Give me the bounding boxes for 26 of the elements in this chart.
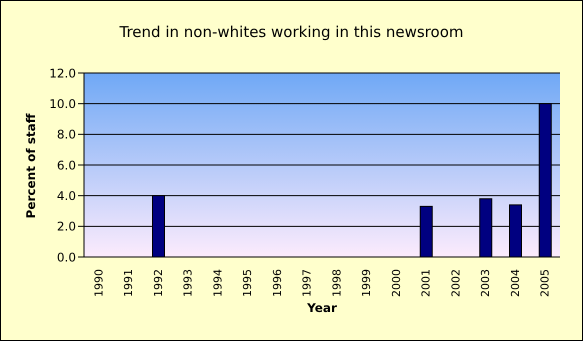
x-tick-label: 1997 — [300, 269, 314, 297]
x-tick-label: 1996 — [270, 269, 284, 297]
y-tick-label: 6.0 — [56, 158, 76, 172]
x-tick-label: 1995 — [241, 269, 254, 297]
x-tick-label: 1991 — [122, 269, 136, 297]
y-tick-label: 0.0 — [56, 250, 76, 264]
y-tick-label: 10.0 — [49, 96, 76, 111]
x-tick-label: 2004 — [508, 269, 522, 297]
x-tick-label: 2003 — [479, 269, 492, 297]
y-tick-label: 4.0 — [56, 188, 76, 203]
x-tick-label: 1998 — [330, 269, 344, 297]
x-tick-label: 2000 — [390, 269, 403, 297]
x-tick-label: 1990 — [92, 269, 106, 297]
x-tick-label: 2002 — [449, 269, 462, 297]
x-tick-label: 2005 — [538, 269, 552, 297]
x-tick-label: 1994 — [211, 269, 224, 297]
x-tick-label: 1992 — [152, 269, 165, 297]
y-tick-label: 2.0 — [56, 220, 76, 234]
y-axis-title: Percent of staff — [24, 114, 38, 218]
y-tick-label: 8.0 — [56, 128, 76, 142]
x-tick-label: 1993 — [182, 269, 195, 297]
y-tick-label: 12.0 — [49, 66, 76, 80]
x-tick-label: 1999 — [360, 269, 374, 297]
x-tick-label: 2001 — [420, 269, 433, 297]
x-axis-title: Year — [306, 301, 338, 315]
chart-title: Trend in non-whites working in this newsroom — [118, 23, 464, 41]
